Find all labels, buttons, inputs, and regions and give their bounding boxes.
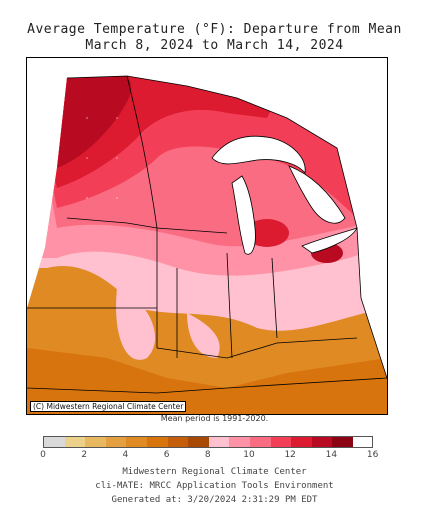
legend-swatch [188, 437, 209, 447]
legend-swatch [291, 437, 312, 447]
legend-tick-label: 0 [40, 450, 46, 460]
mean-period-note: Mean period is 1991-2020. [160, 414, 269, 423]
legend-swatch [332, 437, 353, 447]
legend-tick-labels: 0 2 4 6 8 10 12 14 16 [40, 448, 378, 462]
map-title: Average Temperature (°F): Departure from… [27, 22, 402, 37]
legend-tick-label: 16 [366, 450, 379, 460]
legend-tick-label: 4 [122, 450, 129, 460]
legend-tick-label: 8 [204, 450, 211, 460]
legend-swatch [311, 437, 333, 447]
legend-swatch [146, 437, 168, 447]
lake-huron [288, 165, 346, 224]
legend-swatch [44, 437, 65, 447]
legend-swatch [208, 437, 230, 447]
lake-michigan [231, 175, 256, 255]
legend-color-bar [43, 436, 373, 448]
legend-tick-label: 6 [163, 450, 170, 460]
legend-swatch [126, 437, 147, 447]
footer-generated-at: Generated at: 3/20/2024 2:31:29 PM EDT [111, 495, 318, 505]
legend-tick-label: 12 [284, 450, 296, 460]
legend-swatch [64, 437, 86, 447]
legend-swatch [229, 437, 250, 447]
color-legend: 0 2 4 6 8 10 12 14 16 [40, 436, 378, 462]
map-credit: (C) Midwestern Regional Climate Center [30, 401, 187, 412]
grid-points [86, 117, 118, 199]
legend-swatch [167, 437, 189, 447]
map-frame: (C) Midwestern Regional Climate Center [26, 57, 388, 415]
map-date-range: March 8, 2024 to March 14, 2024 [85, 38, 344, 53]
temperature-departure-map [27, 75, 387, 414]
state-boundaries [27, 75, 387, 394]
legend-swatch [249, 437, 271, 447]
legend-swatch [270, 437, 292, 447]
footer-organization: Midwestern Regional Climate Center [122, 467, 307, 477]
legend-tick-label: 10 [243, 450, 255, 460]
legend-tick-label: 2 [81, 450, 88, 460]
footer-application: cli-MATE: MRCC Application Tools Environ… [95, 481, 334, 491]
lake-superior [211, 135, 306, 174]
legend-swatch [85, 437, 106, 447]
legend-tick-label: 14 [325, 450, 338, 460]
legend-swatch [105, 437, 127, 447]
